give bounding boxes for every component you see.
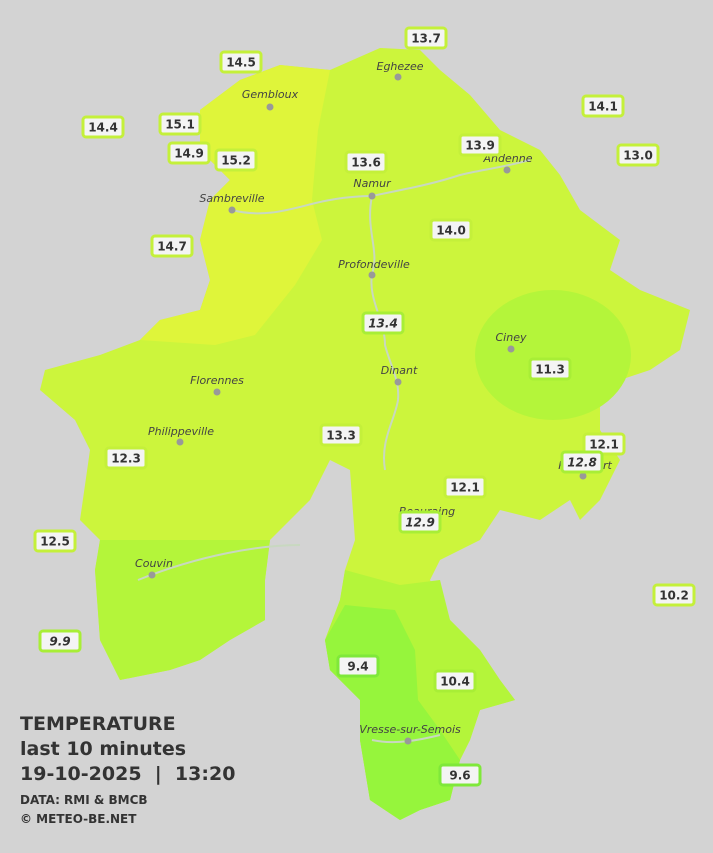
- warm-zone: [140, 65, 330, 345]
- station-box: [443, 475, 487, 499]
- station-box: [429, 218, 473, 242]
- station-box: [433, 669, 477, 693]
- station-value: 14.0: [436, 224, 466, 238]
- city-label: Eghezee: [377, 60, 424, 73]
- station-value: 14.7: [157, 240, 187, 254]
- city-label: Sambreville: [199, 192, 264, 205]
- city-label: Vresse-sur-Semois: [359, 723, 461, 736]
- station-box: [438, 763, 482, 787]
- station-box: [219, 50, 263, 74]
- city-dot: [228, 206, 236, 214]
- station-box: [582, 432, 626, 456]
- station-value: 9.4: [347, 660, 368, 674]
- station-box: [81, 115, 125, 139]
- legend-source: DATA: RMI & BMCB: [20, 793, 148, 807]
- legend-copyright: © METEO-BE.NET: [20, 812, 137, 826]
- station-value: 9.9: [49, 635, 70, 649]
- station-box: [319, 423, 363, 447]
- station-value: 13.4: [368, 317, 398, 331]
- station-box: [104, 446, 148, 470]
- station-value: 12.1: [450, 481, 480, 495]
- station-box: [652, 583, 696, 607]
- station-value: 14.4: [88, 121, 118, 135]
- station-value: 14.5: [226, 56, 256, 70]
- city-dot: [503, 166, 511, 174]
- station-value: 13.7: [411, 32, 441, 46]
- city-dot: [394, 378, 402, 386]
- station-box: [336, 654, 380, 678]
- cool-zone: [475, 290, 631, 420]
- station-value: 13.0: [623, 149, 653, 163]
- city-dot: [507, 345, 515, 353]
- station-box: [344, 150, 388, 174]
- legend-date: 19-10-2025 | 13:20: [20, 763, 235, 785]
- city-dot: [579, 472, 587, 480]
- station-value: 13.6: [351, 156, 381, 170]
- city-label: Philippeville: [148, 425, 214, 438]
- station-value: 12.3: [111, 452, 141, 466]
- cool-zone: [95, 540, 270, 680]
- city-label: Dinant: [381, 364, 418, 377]
- station-box: [560, 450, 604, 474]
- city-dot: [394, 73, 402, 81]
- station-value: 12.1: [589, 438, 619, 452]
- station-value: 9.6: [449, 769, 470, 783]
- legend-title: TEMPERATURE: [20, 713, 176, 735]
- city-label: Ciney: [496, 331, 527, 344]
- city-label: Couvin: [135, 557, 173, 570]
- station-value: 12.5: [40, 535, 70, 549]
- station-value: 12.8: [567, 456, 597, 470]
- city-dot: [213, 388, 221, 396]
- station-value: 12.9: [405, 516, 435, 530]
- station-value: 14.1: [588, 100, 618, 114]
- city-dot: [368, 192, 376, 200]
- city-dot: [368, 271, 376, 279]
- station-box: [528, 357, 572, 381]
- city-label: Namur: [353, 177, 392, 190]
- station-value: 10.4: [440, 675, 470, 689]
- station-value: 13.9: [465, 139, 495, 153]
- station-box: [404, 26, 448, 50]
- station-value: 14.9: [174, 147, 204, 161]
- city-dot: [266, 103, 274, 111]
- station-box: [158, 112, 202, 136]
- city-label: Gembloux: [242, 88, 299, 101]
- station-value: 15.2: [221, 154, 251, 168]
- station-value: 10.2: [659, 589, 689, 603]
- station-value: 15.1: [165, 118, 195, 132]
- station-box: [361, 311, 405, 335]
- city-dot: [404, 737, 412, 745]
- station-box: [167, 141, 211, 165]
- city-dot: [148, 571, 156, 579]
- station-value: 11.3: [535, 363, 565, 377]
- station-box: [214, 148, 258, 172]
- station-box: [150, 234, 194, 258]
- station-box: [398, 510, 442, 534]
- station-box: [581, 94, 625, 118]
- station-box: [38, 629, 82, 653]
- city-dot: [176, 438, 184, 446]
- station-box: [616, 143, 660, 167]
- station-box: [33, 529, 77, 553]
- station-box: [458, 133, 502, 157]
- legend-period: last 10 minutes: [20, 738, 186, 760]
- city-label: Profondeville: [338, 258, 410, 271]
- station-value: 13.3: [326, 429, 356, 443]
- city-label: Florennes: [190, 374, 244, 387]
